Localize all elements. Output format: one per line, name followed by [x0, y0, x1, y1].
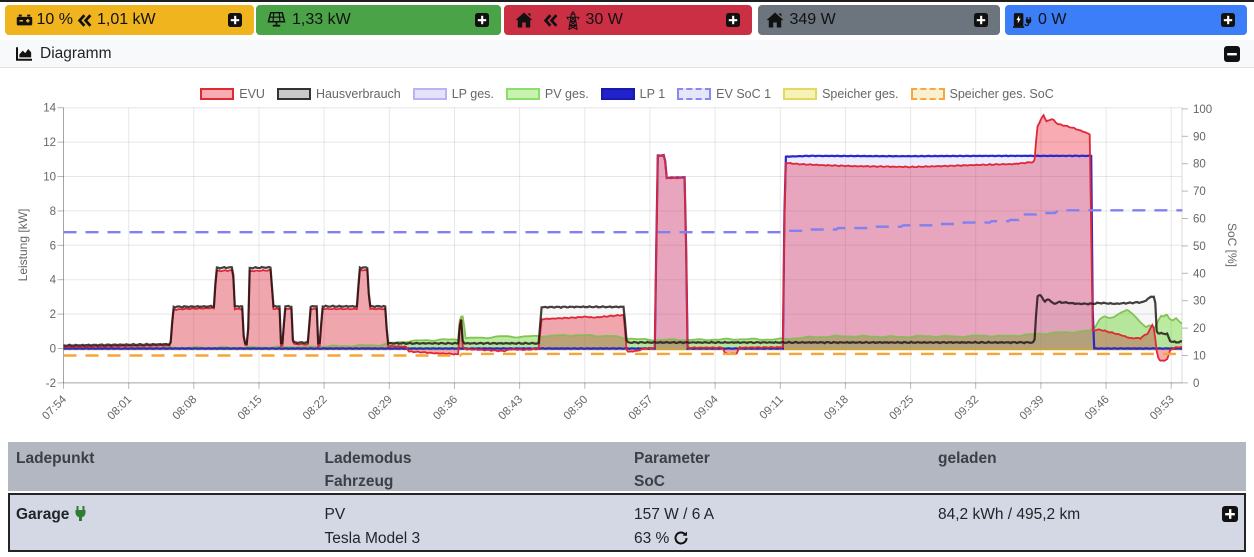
svg-text:30: 30: [1193, 296, 1206, 308]
svg-text:08:43: 08:43: [496, 394, 525, 423]
svg-text:14: 14: [43, 103, 56, 115]
svg-text:09:32: 09:32: [952, 394, 981, 423]
svg-text:20: 20: [1193, 323, 1206, 335]
svg-text:60: 60: [1193, 214, 1206, 226]
svg-text:07:54: 07:54: [40, 393, 69, 422]
svg-text:100: 100: [1193, 104, 1212, 116]
svg-text:09:53: 09:53: [1148, 394, 1177, 423]
svg-text:8: 8: [50, 206, 56, 218]
svg-text:Leistung [kW]: Leistung [kW]: [16, 209, 30, 282]
svg-text:09:18: 09:18: [822, 394, 851, 423]
svg-text:SoC [%]: SoC [%]: [1225, 223, 1239, 267]
svg-text:6: 6: [50, 240, 56, 252]
svg-text:09:25: 09:25: [887, 394, 916, 423]
svg-text:12: 12: [43, 137, 56, 149]
svg-text:09:46: 09:46: [1083, 394, 1112, 423]
svg-text:70: 70: [1193, 186, 1206, 198]
svg-text:40: 40: [1193, 268, 1206, 280]
svg-text:-2: -2: [46, 378, 56, 390]
svg-text:4: 4: [50, 275, 57, 287]
svg-text:50: 50: [1193, 241, 1206, 253]
svg-text:08:01: 08:01: [105, 394, 134, 423]
svg-text:0: 0: [50, 344, 56, 356]
svg-text:09:39: 09:39: [1018, 394, 1047, 423]
svg-text:09:11: 09:11: [758, 394, 786, 422]
svg-text:80: 80: [1193, 159, 1206, 171]
svg-text:08:36: 08:36: [431, 394, 460, 423]
svg-text:0: 0: [1193, 378, 1199, 390]
svg-text:08:50: 08:50: [562, 394, 591, 423]
svg-text:08:29: 08:29: [366, 394, 395, 423]
svg-text:2: 2: [50, 309, 56, 321]
svg-text:08:15: 08:15: [236, 394, 265, 423]
svg-text:09:04: 09:04: [692, 393, 721, 422]
svg-text:90: 90: [1193, 131, 1206, 143]
svg-text:08:08: 08:08: [171, 394, 200, 423]
svg-text:10: 10: [1193, 351, 1206, 363]
svg-text:08:57: 08:57: [627, 394, 656, 423]
svg-text:08:22: 08:22: [301, 394, 330, 423]
svg-text:10: 10: [43, 172, 56, 184]
